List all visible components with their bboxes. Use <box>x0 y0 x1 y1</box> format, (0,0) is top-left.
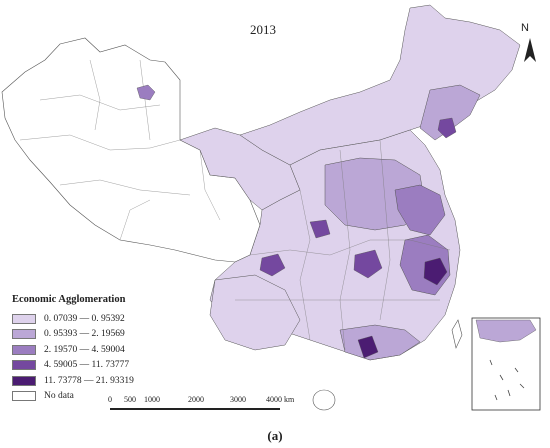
legend-label: 11. 73778 — 21. 93319 <box>44 375 134 386</box>
legend-item: 11. 73778 — 21. 93319 <box>12 373 232 389</box>
legend-swatch <box>12 391 36 402</box>
shanghai-hotspot <box>423 257 448 286</box>
inset-islands <box>489 359 525 401</box>
legend-label: 2. 19570 — 4. 59004 <box>44 344 125 355</box>
taiwan-island <box>451 319 463 349</box>
north-label: N <box>521 22 529 34</box>
western-region-internal-borders <box>19 59 221 241</box>
southwest-region <box>209 274 301 351</box>
scale-tick: 1000 <box>144 395 160 404</box>
inset-mainland-coast <box>475 319 537 343</box>
legend-item: 0. 95393 — 2. 19569 <box>12 327 232 343</box>
legend-swatch <box>12 313 36 324</box>
legend-swatch <box>12 344 36 355</box>
northeast-hotspot <box>437 117 457 139</box>
xian-region <box>309 219 331 239</box>
legend-swatch <box>12 360 36 371</box>
legend-swatch <box>12 329 36 340</box>
shandong-jiangsu <box>394 184 446 236</box>
legend: Economic Agglomeration 0. 07039 — 0. 953… <box>12 294 232 404</box>
legend-label: 4. 59005 — 11. 73777 <box>44 360 130 371</box>
pearl-river-delta <box>357 335 379 359</box>
legend-label: 0. 95393 — 2. 19569 <box>44 329 125 340</box>
legend-swatch <box>12 375 36 386</box>
scale-tick: 500 <box>124 395 136 404</box>
scale-bar: 0 500 1000 2000 3000 4000 km <box>108 394 300 416</box>
legend-label: No data <box>44 391 74 402</box>
scale-line <box>110 408 280 410</box>
scale-unit: km <box>284 395 295 404</box>
chengdu-hotspot <box>259 253 286 277</box>
wuhan-region <box>353 249 383 279</box>
xinjiang-urumqi-region <box>136 84 156 101</box>
south-coast-region <box>339 324 421 361</box>
north-arrow-icon <box>524 38 536 62</box>
figure-caption: (a) <box>267 428 283 443</box>
scale-tick: 4000 <box>266 395 282 404</box>
legend-item: 0. 07039 — 0. 95392 <box>12 311 232 327</box>
scale-tick: 2000 <box>188 395 204 404</box>
western-region <box>1 37 261 263</box>
map-year-title: 2013 <box>250 22 276 37</box>
legend-label: 0. 07039 — 0. 95392 <box>44 313 125 324</box>
central-internal-borders <box>235 139 451 351</box>
legend-item: 2. 19570 — 4. 59004 <box>12 342 232 358</box>
legend-item: 4. 59005 — 11. 73777 <box>12 358 232 374</box>
hainan-island <box>312 389 336 411</box>
scale-tick: 3000 <box>230 395 246 404</box>
legend-title: Economic Agglomeration <box>12 294 126 305</box>
scale-tick: 0 <box>108 395 112 404</box>
northeast-region <box>419 84 481 141</box>
legend-item: No data <box>12 389 232 405</box>
